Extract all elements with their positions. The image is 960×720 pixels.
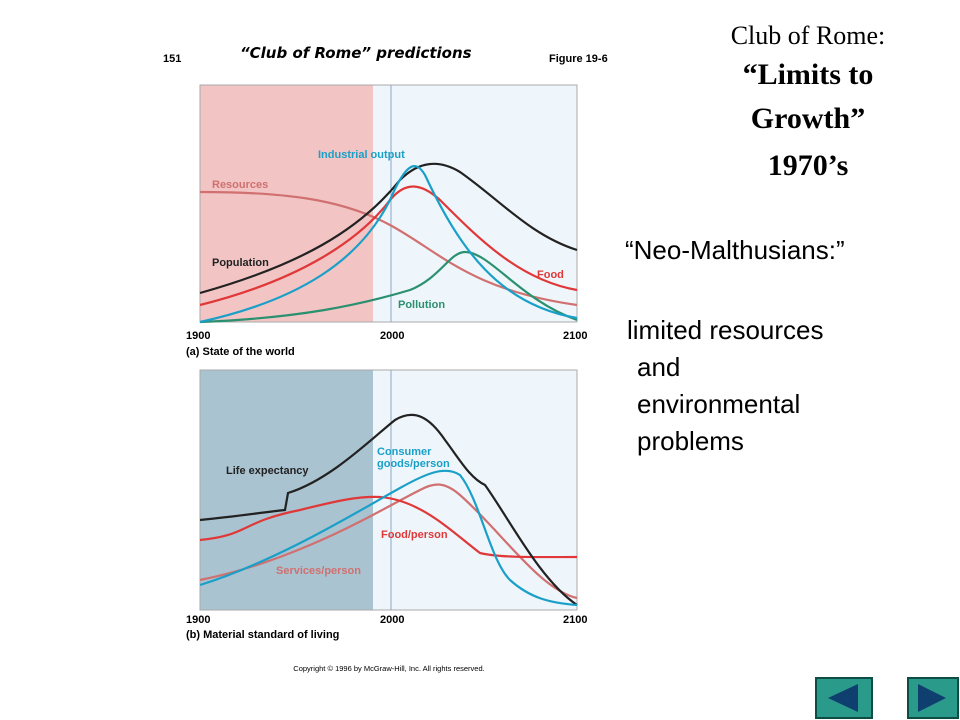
x-label: 2000 (380, 330, 404, 342)
services-curve (199, 483, 578, 600)
x-label: 2100 (563, 330, 587, 342)
curve-label: goods/person (377, 458, 450, 470)
x-label: 2000 (380, 614, 404, 626)
curve-label: Services/person (276, 565, 361, 577)
figure-label: Figure 19-6 (549, 53, 608, 65)
panel-frame (199, 84, 578, 323)
panel-frame (199, 369, 578, 611)
copyright: Copyright © 1996 by McGraw-Hill, Inc. Al… (293, 664, 484, 673)
industrial-output-curve (199, 165, 578, 324)
pollution-curve (199, 250, 578, 324)
life-expectancy-curve (199, 413, 578, 606)
food-person-curve (199, 495, 578, 559)
curve-label: Pollution (398, 299, 445, 311)
curve-label: Population (212, 257, 269, 269)
history-shade (200, 370, 373, 610)
slide-title: 1970’s (768, 149, 849, 182)
population-curve (199, 162, 578, 295)
body-line: and (637, 352, 680, 382)
body-line: problems (637, 426, 744, 456)
curve-label: Resources (212, 179, 268, 191)
resources-curve (199, 190, 578, 307)
slide-title: Club of Rome: (731, 21, 886, 50)
slide-title: “Limits to (743, 58, 874, 91)
prev-arrow (828, 684, 858, 712)
curve-label: Industrial output (318, 149, 405, 161)
curve-label: Food (537, 269, 564, 281)
next-arrow (918, 684, 946, 712)
slide-title: Growth” (751, 102, 865, 135)
history-shade (200, 85, 373, 322)
next-button[interactable] (907, 677, 959, 719)
prev-button[interactable] (815, 677, 873, 719)
panel-caption: (a) State of the world (186, 346, 295, 358)
handwritten-title: “Club of Rome” predictions (240, 44, 472, 62)
curve-label: Life expectancy (226, 465, 309, 477)
x-label: 2100 (563, 614, 587, 626)
panel-b: Life expectancy Consumer goods/person Fo… (186, 369, 587, 641)
body-line: environmental (637, 389, 800, 419)
panel-caption: (b) Material standard of living (186, 629, 339, 641)
body-line: limited resources (627, 315, 824, 345)
panel-a: Industrial output Resources Population F… (186, 84, 587, 358)
x-label: 1900 (186, 614, 210, 626)
curve-label: Consumer (377, 446, 432, 458)
x-label: 1900 (186, 330, 210, 342)
curve-label: Food/person (381, 529, 448, 541)
food-curve (199, 185, 578, 307)
consumer-goods-curve (199, 469, 578, 607)
page-number: 151 (163, 53, 181, 65)
quote: “Neo-Malthusians:” (625, 235, 845, 265)
